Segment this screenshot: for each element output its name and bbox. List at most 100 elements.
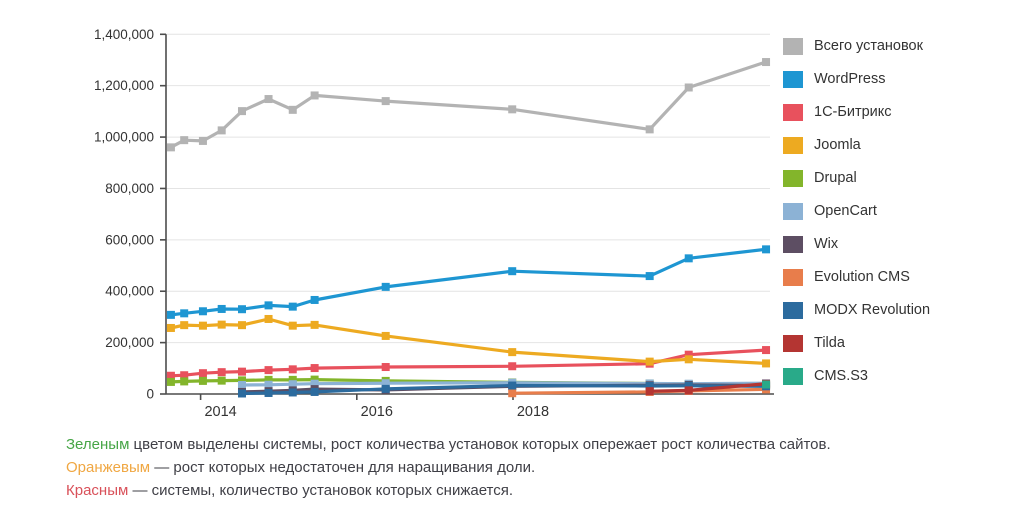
data-point-marker: [180, 309, 189, 318]
data-point-marker: [645, 387, 654, 396]
legend-item-8[interactable]: MODX Revolution: [783, 302, 1015, 319]
legend-swatch-icon: [783, 269, 803, 286]
data-point-marker: [180, 136, 189, 145]
data-point-marker: [310, 91, 319, 100]
data-point-marker: [381, 379, 390, 388]
legend-label: Wix: [814, 236, 839, 252]
legend-label: CMS.S3: [814, 368, 868, 384]
legend-label: WordPress: [814, 71, 886, 87]
data-point-marker: [264, 388, 273, 397]
legend-label: Joomla: [814, 137, 861, 153]
legend-item-6[interactable]: Wix: [783, 236, 1015, 253]
data-point-marker: [264, 366, 273, 375]
data-point-marker: [645, 382, 654, 391]
data-point-marker: [180, 377, 189, 386]
data-point-marker: [166, 143, 175, 152]
data-point-marker: [684, 381, 693, 390]
data-point-marker: [264, 95, 273, 104]
legend-swatch-icon: [783, 302, 803, 319]
data-point-marker: [198, 321, 207, 330]
data-point-marker: [237, 381, 246, 390]
legend-label: Evolution CMS: [814, 269, 910, 285]
legend-swatch-icon: [783, 104, 803, 121]
data-point-marker: [381, 282, 390, 291]
data-point-marker: [264, 375, 273, 384]
data-point-marker: [166, 371, 175, 380]
data-point-marker: [684, 355, 693, 364]
legend-swatch-icon: [783, 368, 803, 385]
chart-note-line-1: Оранжевым — рост которых недостаточен дл…: [66, 456, 986, 479]
data-point-marker: [310, 320, 319, 329]
series-10: [762, 380, 771, 389]
data-point-marker: [288, 105, 297, 114]
legend-item-4[interactable]: Drupal: [783, 170, 1015, 187]
legend-item-10[interactable]: CMS.S3: [783, 368, 1015, 385]
data-point-marker: [237, 389, 246, 398]
data-point-marker: [508, 267, 517, 276]
data-point-marker: [310, 295, 319, 304]
data-point-marker: [381, 331, 390, 340]
data-point-marker: [288, 380, 297, 389]
legend-swatch-icon: [783, 137, 803, 154]
data-point-marker: [166, 323, 175, 332]
note-text: — системы, количество установок которых …: [128, 482, 514, 499]
data-point-marker: [237, 107, 246, 116]
data-point-marker: [217, 320, 226, 329]
legend-swatch-icon: [783, 170, 803, 187]
line-chart: 0 200,000 400,000 600,000 800,000 1,000,000 1,…: [94, 27, 774, 420]
data-point-marker: [310, 364, 319, 373]
data-point-marker: [684, 254, 693, 263]
note-text: цветом выделены системы, рост количества…: [129, 436, 831, 453]
chart-legend: Всего установок WordPress 1С-Битрикс Joomla…: [783, 38, 1015, 401]
legend-item-9[interactable]: Tilda: [783, 335, 1015, 352]
data-point-marker: [198, 136, 207, 145]
data-point-marker: [237, 376, 246, 385]
legend-label: OpenCart: [814, 203, 877, 219]
data-point-marker: [508, 348, 517, 357]
legend-swatch-icon: [783, 203, 803, 220]
series-line: [170, 348, 767, 378]
data-point-marker: [310, 379, 319, 388]
data-point-marker: [288, 365, 297, 374]
legend-item-3[interactable]: Joomla: [783, 137, 1015, 154]
legend-swatch-icon: [783, 335, 803, 352]
data-point-marker: [180, 371, 189, 380]
data-point-marker: [198, 369, 207, 378]
data-point-marker: [381, 384, 390, 393]
data-point-marker: [310, 375, 319, 384]
y-axis-label: 600,000: [105, 232, 154, 247]
legend-label: Всего установок: [814, 38, 923, 54]
chart-note-line-0: Зеленым цветом выделены системы, рост ко…: [66, 433, 986, 456]
data-point-marker: [762, 245, 771, 254]
data-point-marker: [762, 58, 771, 67]
series-1: [166, 245, 771, 319]
series-0: [166, 58, 771, 152]
legend-item-0[interactable]: Всего установок: [783, 38, 1015, 55]
series-line: [512, 387, 767, 395]
data-point-marker: [217, 126, 226, 135]
data-point-marker: [762, 346, 771, 355]
data-point-marker: [237, 305, 246, 314]
legend-label: MODX Revolution: [814, 302, 931, 318]
legend-item-2[interactable]: 1С-Битрикс: [783, 104, 1015, 121]
data-point-marker: [381, 363, 390, 372]
data-point-marker: [762, 380, 771, 389]
data-point-marker: [288, 375, 297, 384]
data-point-marker: [217, 376, 226, 385]
note-lead-word: Красным: [66, 482, 129, 499]
data-point-marker: [762, 359, 771, 368]
x-axis-label: 2014: [204, 404, 236, 420]
legend-item-1[interactable]: WordPress: [783, 71, 1015, 88]
data-point-marker: [508, 381, 517, 390]
data-point-marker: [217, 368, 226, 377]
legend-item-5[interactable]: OpenCart: [783, 203, 1015, 220]
data-point-marker: [288, 388, 297, 397]
data-point-marker: [288, 302, 297, 311]
data-point-marker: [684, 350, 693, 359]
legend-swatch-icon: [783, 71, 803, 88]
y-axis-label: 1,400,000: [94, 27, 154, 42]
y-axis-label: 200,000: [105, 335, 154, 350]
legend-item-7[interactable]: Evolution CMS: [783, 269, 1015, 286]
data-point-marker: [264, 380, 273, 389]
